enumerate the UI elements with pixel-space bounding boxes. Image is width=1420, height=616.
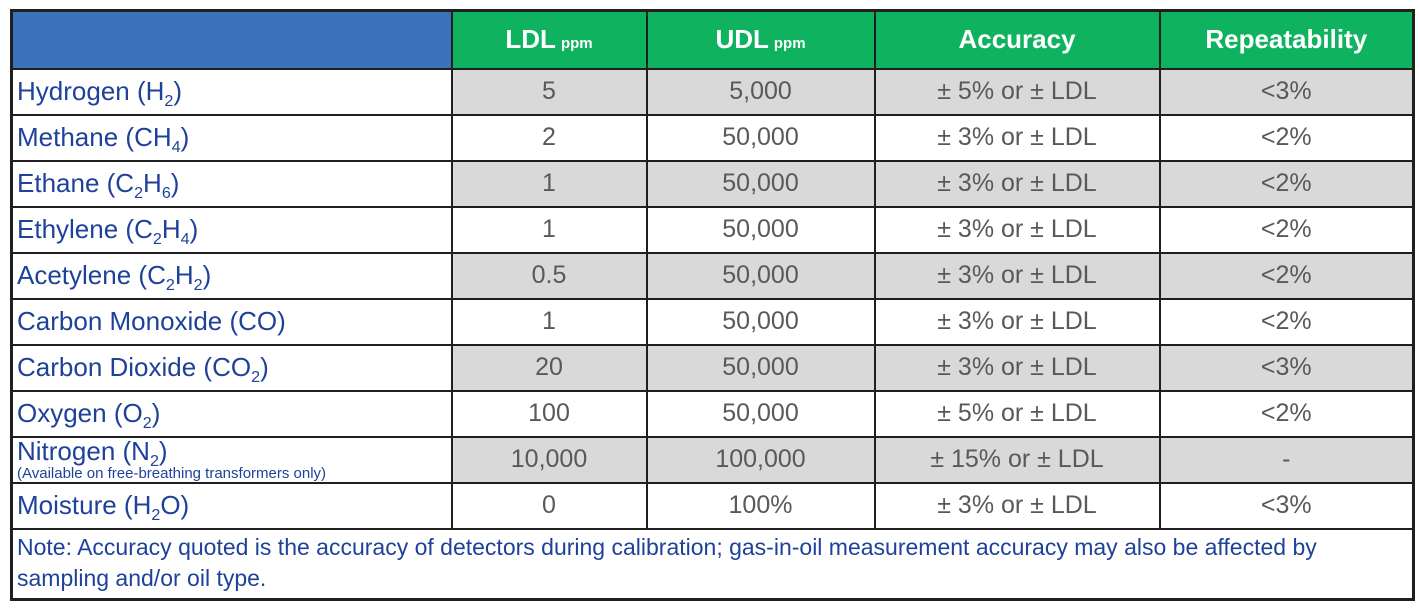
ldl-cell: 1 <box>450 297 648 346</box>
table-row: Moisture (H2O) 0 100% ± 3% or ± LDL <3% <box>10 481 1415 530</box>
gas-name: Carbon Monoxide (CO) <box>17 305 286 336</box>
table-row: Ethane (C2H6) 1 50,000 ± 3% or ± LDL <2% <box>10 159 1415 208</box>
accuracy-cell: ± 3% or ± LDL <box>873 159 1161 208</box>
header-ldl: LDL ppm <box>450 9 648 70</box>
gas-name: Moisture (H2O) <box>17 489 190 525</box>
repeatability-cell: - <box>1158 435 1415 484</box>
gas-name-cell: Ethane (C2H6) <box>10 159 453 208</box>
note-row: Note: Accuracy quoted is the accuracy of… <box>10 527 1415 601</box>
accuracy-cell: ± 3% or ± LDL <box>873 481 1161 530</box>
repeatability-cell: <2% <box>1158 251 1415 300</box>
gas-name-cell: Acetylene (C2H2) <box>10 251 453 300</box>
udl-cell: 100% <box>645 481 876 530</box>
table-row: Acetylene (C2H2) 0.5 50,000 ± 3% or ± LDL <2… <box>10 251 1415 300</box>
accuracy-cell: ± 5% or ± LDL <box>873 67 1161 116</box>
ldl-cell: 100 <box>450 389 648 438</box>
ldl-cell: 2 <box>450 113 648 162</box>
udl-cell: 50,000 <box>645 297 876 346</box>
table-row: Oxygen (O2) 100 50,000 ± 5% or ± LDL <2% <box>10 389 1415 438</box>
header-row: LDL ppm UDL ppm Accuracy Repeatability <box>10 9 1415 70</box>
gas-name: Hydrogen (H2) <box>17 75 183 111</box>
gas-name: Carbon Dioxide (CO2) <box>17 351 269 387</box>
ldl-cell: 1 <box>450 159 648 208</box>
udl-cell: 100,000 <box>645 435 876 484</box>
gas-name: Nitrogen (N2) <box>17 436 168 470</box>
accuracy-cell: ± 3% or ± LDL <box>873 343 1161 392</box>
header-udl-label: UDL <box>715 24 769 55</box>
ldl-cell: 1 <box>450 205 648 254</box>
table-row: Methane (CH4) 2 50,000 ± 3% or ± LDL <2% <box>10 113 1415 162</box>
table-row: Carbon Monoxide (CO) 1 50,000 ± 3% or ± LDL… <box>10 297 1415 346</box>
udl-cell: 50,000 <box>645 113 876 162</box>
header-udl-unit: ppm <box>773 35 806 53</box>
table-row: Nitrogen (N2) (Available on free-breathin… <box>10 435 1415 484</box>
udl-cell: 50,000 <box>645 159 876 208</box>
gas-name-cell: Hydrogen (H2) <box>10 67 453 116</box>
repeatability-cell: <2% <box>1158 389 1415 438</box>
udl-cell: 50,000 <box>645 205 876 254</box>
gas-name: Acetylene (C2H2) <box>17 259 212 295</box>
header-ldl-unit: ppm <box>560 35 593 53</box>
ldl-cell: 10,000 <box>450 435 648 484</box>
table-row: Carbon Dioxide (CO2) 20 50,000 ± 3% or ± LD… <box>10 343 1415 392</box>
ldl-cell: 20 <box>450 343 648 392</box>
accuracy-cell: ± 3% or ± LDL <box>873 297 1161 346</box>
repeatability-cell: <3% <box>1158 481 1415 530</box>
gas-availability-note: (Available on free-breathing transformer… <box>17 464 327 482</box>
gas-name-cell: Moisture (H2O) <box>10 481 453 530</box>
header-accuracy-label: Accuracy <box>958 24 1076 55</box>
repeatability-cell: <2% <box>1158 205 1415 254</box>
header-ldl-label: LDL <box>505 24 556 55</box>
accuracy-cell: ± 3% or ± LDL <box>873 113 1161 162</box>
accuracy-cell: ± 15% or ± LDL <box>873 435 1161 484</box>
header-udl: UDL ppm <box>645 9 876 70</box>
repeatability-cell: <3% <box>1158 343 1415 392</box>
table-row: Hydrogen (H2) 5 5,000 ± 5% or ± LDL <3% <box>10 67 1415 116</box>
udl-cell: 5,000 <box>645 67 876 116</box>
gas-name: Ethane (C2H6) <box>17 167 180 203</box>
gas-name-cell: Ethylene (C2H4) <box>10 205 453 254</box>
table-row: Ethylene (C2H4) 1 50,000 ± 3% or ± LDL <2% <box>10 205 1415 254</box>
repeatability-cell: <2% <box>1158 113 1415 162</box>
udl-cell: 50,000 <box>645 343 876 392</box>
table-body: Hydrogen (H2) 5 5,000 ± 5% or ± LDL <3% Metha… <box>10 67 1415 530</box>
gas-spec-table: LDL ppm UDL ppm Accuracy Repeatability Hyd… <box>10 9 1415 601</box>
header-repeatability: Repeatability <box>1158 9 1415 70</box>
repeatability-cell: <2% <box>1158 297 1415 346</box>
udl-cell: 50,000 <box>645 389 876 438</box>
udl-cell: 50,000 <box>645 251 876 300</box>
gas-name: Ethylene (C2H4) <box>17 213 199 249</box>
gas-name-cell: Carbon Dioxide (CO2) <box>10 343 453 392</box>
header-accuracy: Accuracy <box>873 9 1161 70</box>
accuracy-cell: ± 5% or ± LDL <box>873 389 1161 438</box>
header-gas-cell <box>10 9 453 70</box>
note-cell: Note: Accuracy quoted is the accuracy of… <box>10 527 1415 601</box>
ldl-cell: 0.5 <box>450 251 648 300</box>
ldl-cell: 0 <box>450 481 648 530</box>
gas-name-cell: Carbon Monoxide (CO) <box>10 297 453 346</box>
repeatability-cell: <3% <box>1158 67 1415 116</box>
gas-name: Oxygen (O2) <box>17 397 161 433</box>
gas-name-cell: Methane (CH4) <box>10 113 453 162</box>
gas-name: Methane (CH4) <box>17 121 190 157</box>
accuracy-cell: ± 3% or ± LDL <box>873 205 1161 254</box>
gas-name-cell: Nitrogen (N2) (Available on free-breathin… <box>10 435 453 484</box>
gas-name-cell: Oxygen (O2) <box>10 389 453 438</box>
header-repeatability-label: Repeatability <box>1205 24 1368 55</box>
repeatability-cell: <2% <box>1158 159 1415 208</box>
ldl-cell: 5 <box>450 67 648 116</box>
accuracy-cell: ± 3% or ± LDL <box>873 251 1161 300</box>
